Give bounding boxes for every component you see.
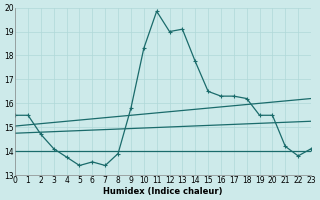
X-axis label: Humidex (Indice chaleur): Humidex (Indice chaleur) [103, 187, 223, 196]
